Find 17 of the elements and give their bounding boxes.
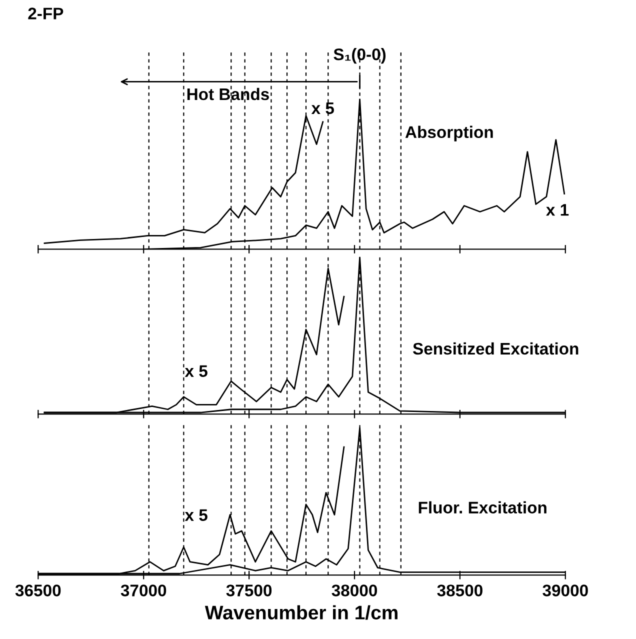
chart-title: 2-FP — [28, 8, 64, 20]
text: S₁(0-0) — [334, 48, 386, 64]
annotation: x 5 — [311, 102, 334, 114]
x-tick-label: 39000 — [542, 584, 588, 596]
x-axis-title: Wavenumber in 1/cm — [204, 605, 398, 620]
x-tick-label: 38000 — [332, 584, 377, 596]
x-tick-label: 37000 — [120, 584, 166, 596]
x-tick-label: 37500 — [226, 584, 272, 596]
annotation: Fluor. Excitation — [418, 501, 546, 514]
annotation: Hot Bands — [187, 88, 269, 100]
x-tick-label: 36500 — [15, 584, 61, 596]
annotation: x 1 — [546, 204, 569, 216]
annotation: Sensitized Excitation — [412, 342, 578, 355]
annotation: x 5 — [184, 509, 208, 522]
x-tick-label: 38500 — [437, 584, 482, 596]
annotation: x 5 — [184, 365, 208, 378]
annotation: Absorption — [405, 126, 493, 142]
